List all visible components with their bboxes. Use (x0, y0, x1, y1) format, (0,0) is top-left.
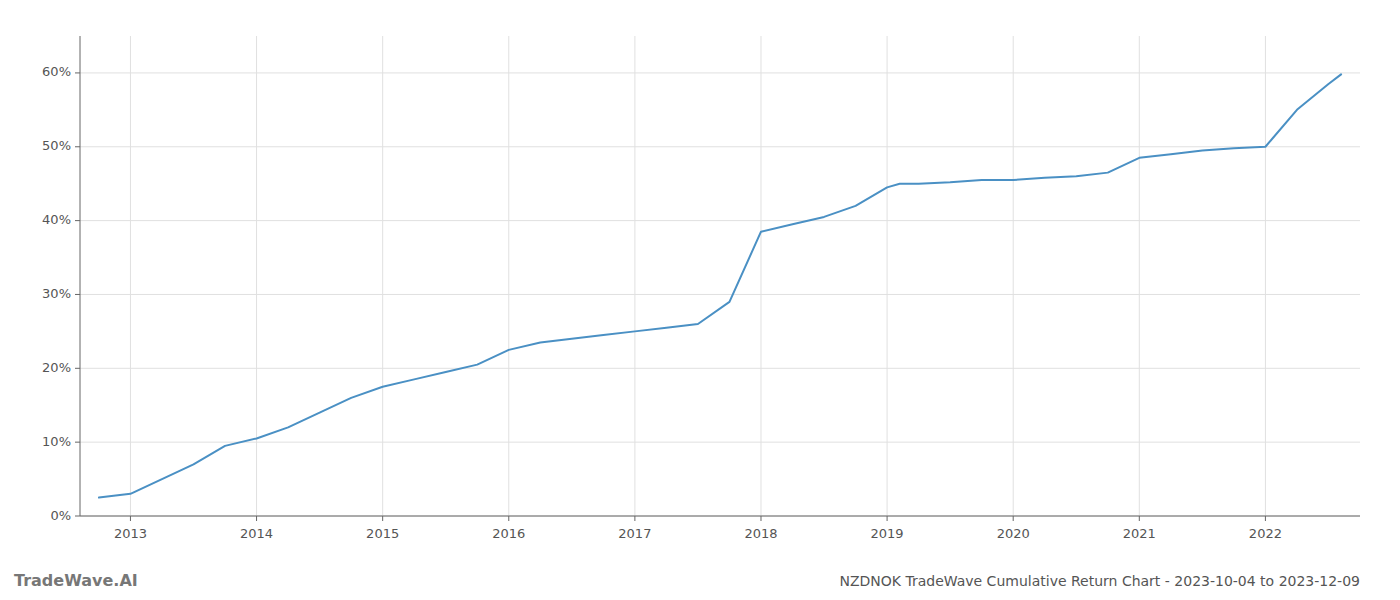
x-tick-label: 2021 (1123, 526, 1156, 541)
x-tick (887, 516, 888, 521)
y-tick (75, 146, 80, 147)
y-grid-line (80, 294, 1360, 295)
y-tick-label: 20% (42, 360, 71, 375)
x-tick-label: 2017 (618, 526, 651, 541)
x-grid-line (130, 36, 131, 516)
line (99, 74, 1341, 497)
x-tick-label: 2019 (871, 526, 904, 541)
y-tick-label: 40% (42, 212, 71, 227)
y-grid-line (80, 516, 1360, 517)
x-grid-line (382, 36, 383, 516)
x-tick-label: 2014 (240, 526, 273, 541)
x-grid-line (256, 36, 257, 516)
title: NZDNOK TradeWave Cumulative Return Chart… (839, 573, 1360, 589)
x-tick (1139, 516, 1140, 521)
x-grid-line (1139, 36, 1140, 516)
grid (80, 36, 1360, 516)
x-tick (508, 516, 509, 521)
x-grid-line (1265, 36, 1266, 516)
x-tick (256, 516, 257, 521)
y-grid-line (80, 220, 1360, 221)
y-tick-label: 0% (50, 508, 71, 523)
x-tick (130, 516, 131, 521)
y-tick (75, 72, 80, 73)
x-tick-label: 2020 (997, 526, 1030, 541)
y-tick-label: 50% (42, 138, 71, 153)
axes: 0% 10% 20% 30% 40% 50% 60% 2013 2014 2015 2016 2017… (42, 36, 1360, 541)
y-tick (75, 442, 80, 443)
y-tick (75, 220, 80, 221)
x-tick-label: 2015 (366, 526, 399, 541)
x-axis-line (80, 516, 1360, 517)
background (0, 0, 1400, 600)
x-tick (382, 516, 383, 521)
y-axis-line (80, 36, 81, 516)
x-grid-line (1013, 36, 1014, 516)
watermark: TradeWave.AI (14, 571, 138, 590)
x-tick (634, 516, 635, 521)
y-tick (75, 516, 80, 517)
x-grid-line (508, 36, 509, 516)
y-tick-label: 10% (42, 434, 71, 449)
plot-area (99, 74, 1341, 497)
x-tick-label: 2018 (744, 526, 777, 541)
y-grid-line (80, 72, 1360, 73)
x-grid-line (887, 36, 888, 516)
texts: NZDNOK TradeWave Cumulative Return Chart… (14, 571, 1360, 590)
y-grid-line (80, 146, 1360, 147)
x-tick-label: 2013 (114, 526, 147, 541)
y-tick-label: 60% (42, 64, 71, 79)
x-tick (760, 516, 761, 521)
y-tick (75, 294, 80, 295)
x-tick-label: 2016 (492, 526, 525, 541)
chart: 0% 10% 20% 30% 40% 50% 60% 2013 2014 2015 2016 2017… (0, 0, 1400, 600)
x-tick (1265, 516, 1266, 521)
x-tick (1013, 516, 1014, 521)
y-grid-line (80, 368, 1360, 369)
y-tick-label: 30% (42, 286, 71, 301)
x-grid-line (634, 36, 635, 516)
x-tick-label: 2022 (1249, 526, 1282, 541)
y-grid-line (80, 442, 1360, 443)
x-grid-line (760, 36, 761, 516)
y-tick (75, 368, 80, 369)
page: {"chart_data": { "type": "line", "title"… (0, 0, 1400, 600)
